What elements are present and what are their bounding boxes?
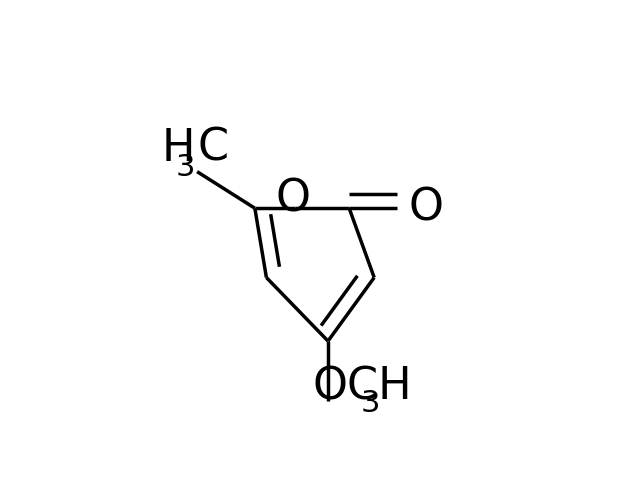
Text: O: O [276, 177, 311, 220]
Text: O: O [409, 186, 444, 230]
Text: 3: 3 [361, 389, 380, 418]
Text: H: H [162, 126, 195, 170]
Text: C: C [197, 126, 228, 170]
Text: OCH: OCH [312, 366, 412, 408]
Text: 3: 3 [175, 154, 195, 182]
